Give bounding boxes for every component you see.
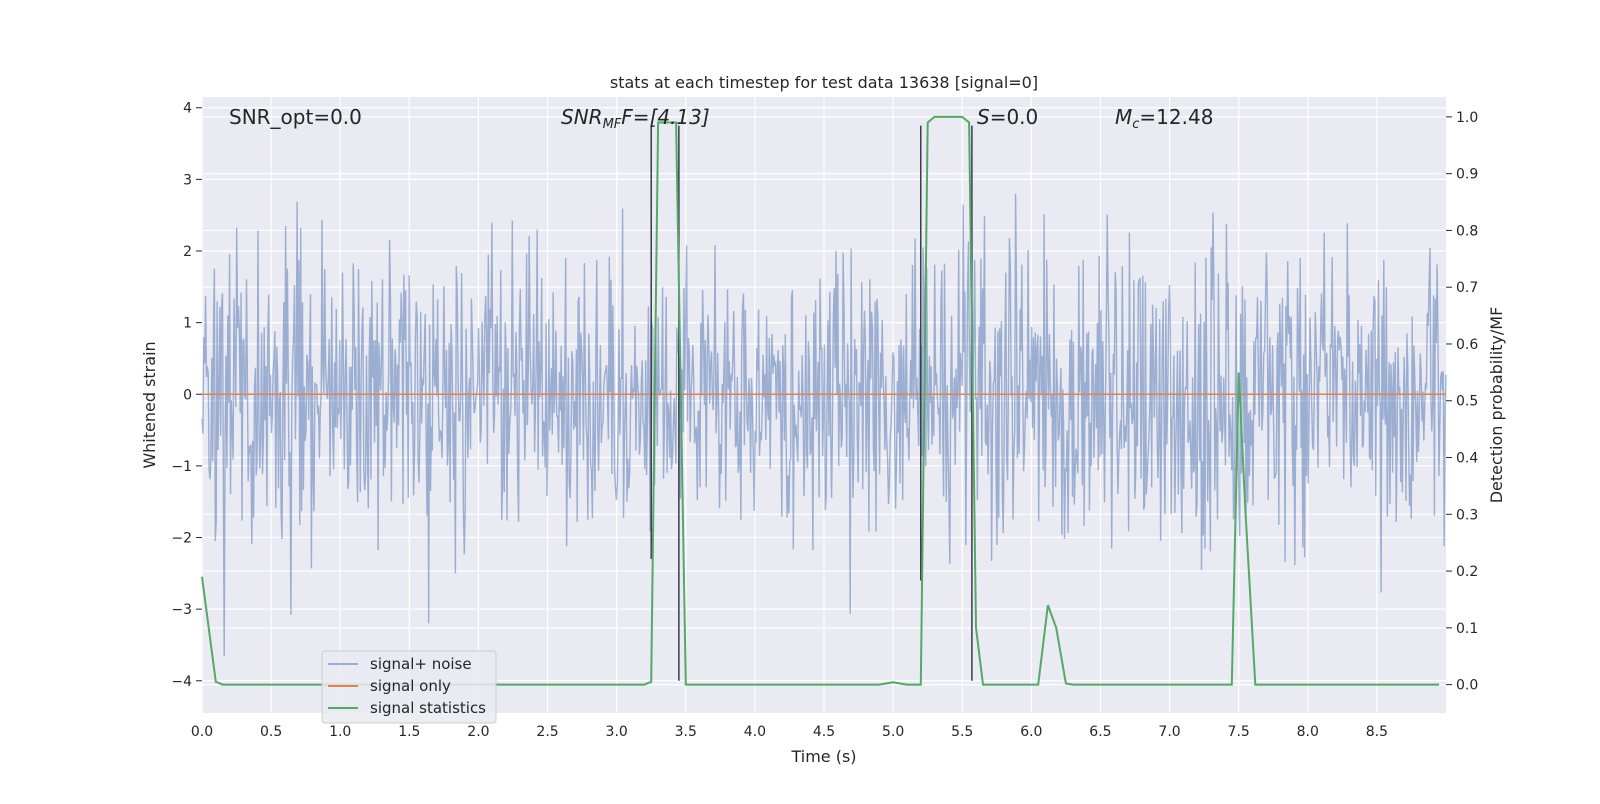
signal-statistics-line xyxy=(201,115,1440,686)
signal-noise-line xyxy=(201,193,1447,656)
legend-label-signal-statistics: signal statistics xyxy=(370,699,486,717)
right-y-tick-label: 0.0 xyxy=(1456,678,1478,694)
x-axis-ticks: 0.0 0.5 1.0 1.5 2.0 2.5 3.0 3.5 4.0 4.5 5.0 5.5 6.0 6… xyxy=(191,724,1388,740)
y-axis-ticks: 4 3 2 1 0 −1 −2 −3 −4 xyxy=(171,101,202,690)
x-tick-label: 4.0 xyxy=(744,724,766,740)
x-tick-label: 5.5 xyxy=(951,724,973,740)
x-tick-label: 5.0 xyxy=(882,724,904,740)
right-y-tick-label: 1.0 xyxy=(1456,110,1478,126)
y-tick-label: 3 xyxy=(183,172,192,188)
y-tick-label: 0 xyxy=(183,387,192,403)
annotation-mc: Mc=12.48 xyxy=(1115,105,1213,132)
right-y-tick-label: 0.4 xyxy=(1456,451,1478,467)
mc-sub: c xyxy=(1132,117,1139,132)
x-tick-label: 1.5 xyxy=(398,724,420,740)
right-y-axis-label: Detection probability/MF xyxy=(1487,307,1506,504)
y-axis-label: Whitened strain xyxy=(140,341,159,468)
x-tick-label: 7.0 xyxy=(1158,724,1180,740)
x-tick-label: 8.0 xyxy=(1297,724,1319,740)
right-y-axis-ticks: 1.0 0.9 0.8 0.7 0.6 0.5 0.4 0.3 0.2 0.1 0.0 xyxy=(1446,110,1478,694)
right-y-tick-label: 0.2 xyxy=(1456,564,1478,580)
legend: signal+ noise signal only signal statist… xyxy=(321,650,497,724)
x-tick-label: 2.0 xyxy=(467,724,489,740)
right-y-tick-label: 0.7 xyxy=(1456,280,1478,296)
x-tick-label: 2.5 xyxy=(536,724,558,740)
y-tick-label: 4 xyxy=(183,101,192,117)
chart-title: stats at each timestep for test data 136… xyxy=(610,73,1038,92)
annotation-snr-mf: SNRMFF=[4.13] xyxy=(561,105,710,132)
y-tick-label: −3 xyxy=(171,602,192,618)
y-tick-label: −2 xyxy=(171,531,192,547)
mc-rest: =12.48 xyxy=(1139,105,1213,129)
snr-mf-sub: MF xyxy=(603,117,622,132)
x-tick-label: 3.5 xyxy=(675,724,697,740)
signal-statistics-series xyxy=(201,115,1440,686)
s-main: S xyxy=(977,105,990,129)
x-tick-label: 1.0 xyxy=(329,724,351,740)
x-axis-label: Time (s) xyxy=(790,747,856,766)
signal-noise-series xyxy=(201,193,1447,656)
x-tick-label: 6.0 xyxy=(1020,724,1042,740)
x-tick-label: 6.5 xyxy=(1089,724,1111,740)
y-tick-label: −4 xyxy=(171,674,192,690)
right-y-tick-label: 0.1 xyxy=(1456,621,1478,637)
legend-label-signal-noise: signal+ noise xyxy=(370,655,472,673)
y-tick-label: −1 xyxy=(171,459,192,475)
annotation-s: S=0.0 xyxy=(977,105,1038,129)
right-y-tick-label: 0.6 xyxy=(1456,337,1478,353)
y-tick-label: 1 xyxy=(183,316,192,332)
legend-box xyxy=(321,650,497,724)
right-y-tick-label: 0.9 xyxy=(1456,167,1478,183)
snr-mf-rest: F=[4.13] xyxy=(621,105,709,129)
x-tick-label: 3.0 xyxy=(606,724,628,740)
mc-main: M xyxy=(1115,105,1132,129)
legend-label-signal-only: signal only xyxy=(370,677,451,695)
annotation-snr-opt: SNR_opt=0.0 xyxy=(229,105,362,129)
s-rest: =0.0 xyxy=(990,105,1039,129)
y-tick-label: 2 xyxy=(183,244,192,260)
x-tick-label: 0.0 xyxy=(191,724,213,740)
x-tick-label: 8.5 xyxy=(1366,724,1388,740)
vertical-markers xyxy=(650,125,973,681)
x-tick-label: 4.5 xyxy=(813,724,835,740)
x-tick-label: 0.5 xyxy=(260,724,282,740)
x-tick-label: 7.5 xyxy=(1228,724,1250,740)
right-y-tick-label: 0.3 xyxy=(1456,507,1478,523)
snr-mf-main: SNR xyxy=(561,105,603,129)
right-y-tick-label: 0.5 xyxy=(1456,394,1478,410)
right-y-tick-label: 0.8 xyxy=(1456,223,1478,239)
